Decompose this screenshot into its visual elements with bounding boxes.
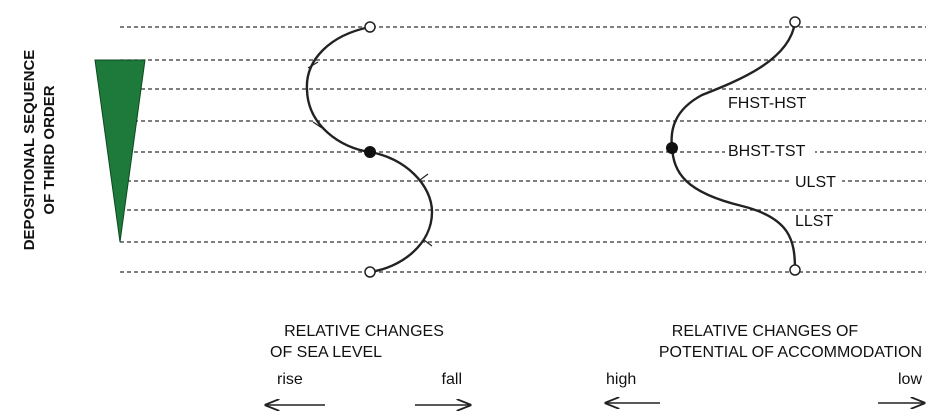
- direction-label: rise: [277, 371, 303, 388]
- label-bg: [792, 173, 842, 193]
- tract-label: LLST: [795, 213, 833, 230]
- title-line: OF THIRD ORDER: [41, 85, 58, 214]
- open-point: [789, 264, 801, 276]
- label-bg: [725, 142, 815, 162]
- direction-label: low: [898, 371, 922, 388]
- caption: RELATIVE CHANGES OF: [672, 323, 859, 340]
- tract-label: ULST: [795, 174, 836, 191]
- title-line: DEPOSITIONAL SEQUENCE: [21, 50, 38, 251]
- direction-label: high: [606, 371, 636, 388]
- caption: POTENTIAL OF ACCOMMODATION: [659, 344, 922, 361]
- open-point: [364, 21, 376, 33]
- tract-label: BHST-TST: [728, 143, 806, 160]
- label-bg: [725, 94, 815, 114]
- filled-point: [666, 142, 678, 154]
- label-bg: [792, 212, 842, 232]
- caption: RELATIVE CHANGES: [284, 323, 444, 340]
- direction-label: fall: [442, 371, 462, 388]
- open-point: [789, 16, 801, 28]
- curve-ticks: [307, 61, 433, 247]
- guide-lines: [120, 26, 926, 273]
- tract-label: FHST-HST: [728, 95, 806, 112]
- caption: OF SEA LEVEL: [270, 344, 382, 361]
- open-point: [364, 266, 376, 278]
- sequence-wedge: [94, 59, 146, 243]
- filled-point: [364, 146, 376, 158]
